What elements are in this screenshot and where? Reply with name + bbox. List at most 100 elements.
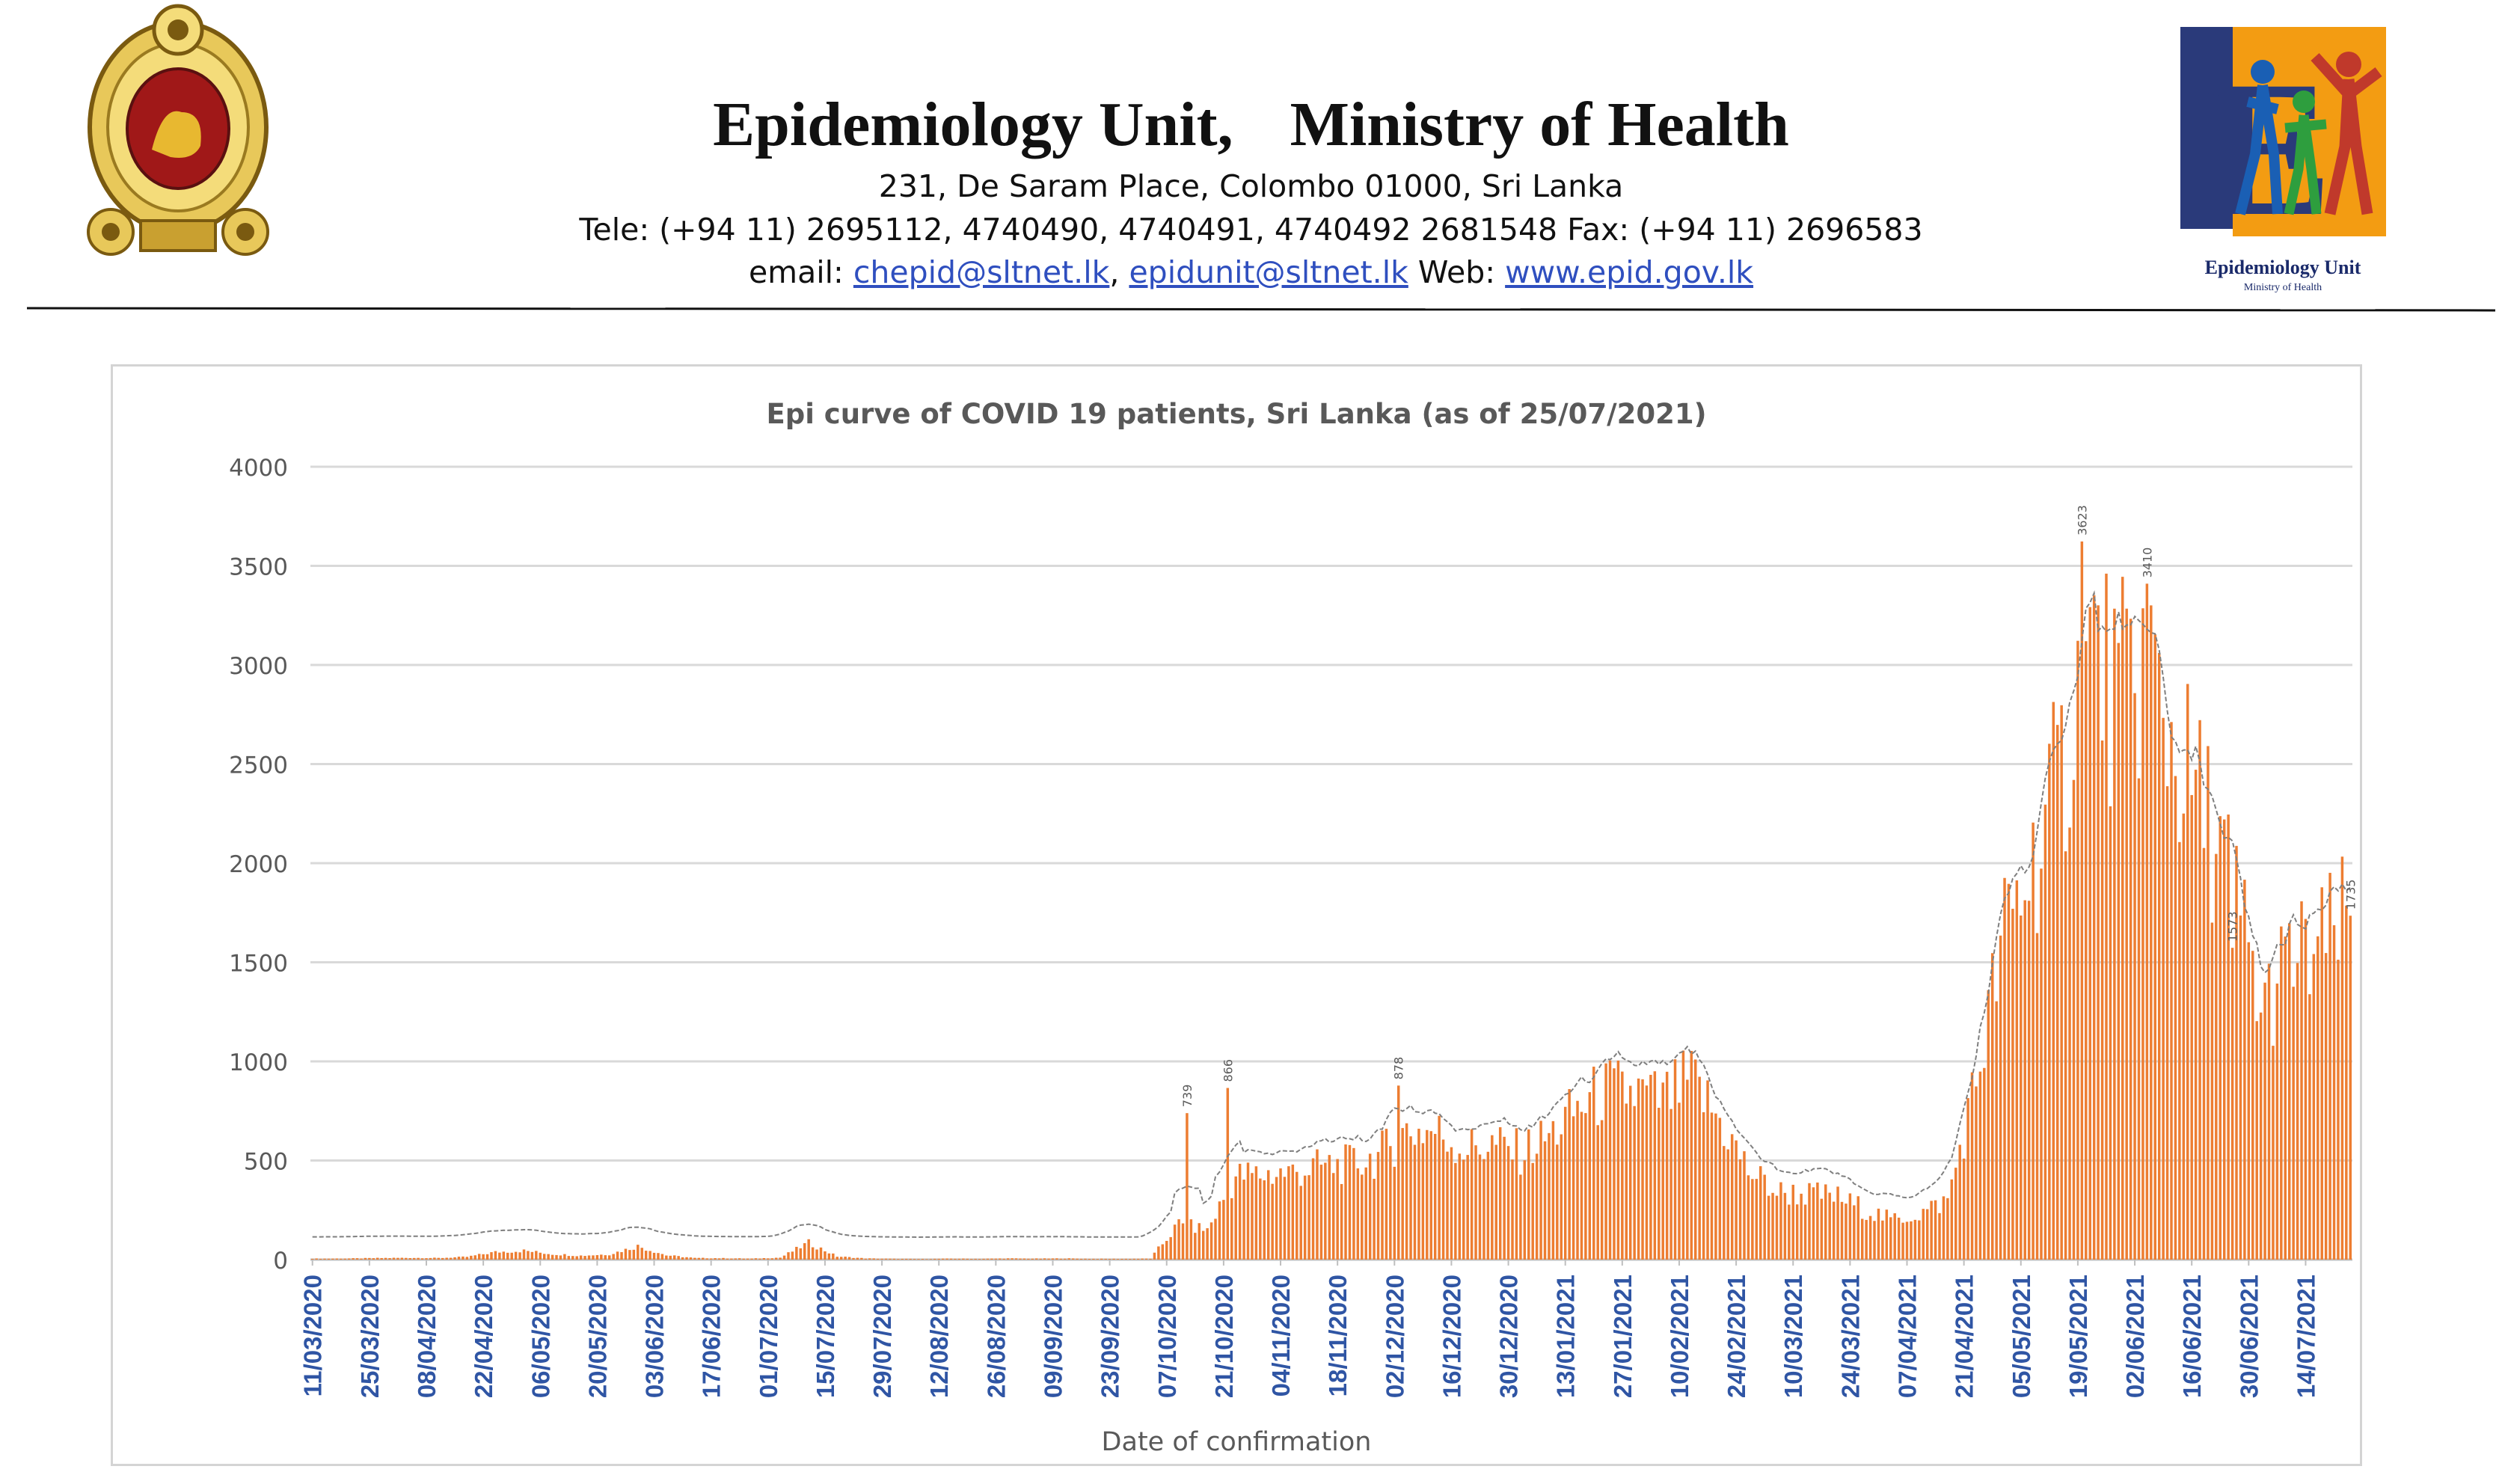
bar: [807, 1239, 810, 1260]
bar: [1608, 1060, 1612, 1260]
y-tick-label: 0: [273, 1248, 288, 1275]
bar: [2300, 901, 2303, 1260]
bar: [872, 1258, 875, 1260]
bar: [539, 1252, 542, 1260]
bar: [1413, 1144, 1417, 1260]
bar: [1978, 1071, 1982, 1260]
bar: [1743, 1151, 1746, 1260]
bar: [2308, 994, 2311, 1260]
x-tick-label: 04/11/2020: [1267, 1275, 1295, 1396]
bar: [774, 1257, 778, 1260]
trend-line: [312, 589, 2351, 1239]
bar: [563, 1254, 566, 1260]
y-tick-label: 2500: [229, 752, 288, 779]
bar: [1840, 1201, 1844, 1260]
x-axis-title: Date of confirmation: [1101, 1427, 1372, 1457]
bar: [2153, 634, 2156, 1260]
bar: [1576, 1100, 1579, 1260]
bar: [770, 1258, 773, 1260]
bar: [815, 1249, 818, 1260]
bar: [405, 1257, 408, 1260]
bar: [364, 1257, 367, 1260]
y-tick-label: 4000: [229, 455, 288, 482]
bar: [884, 1258, 888, 1260]
organization-title: Epidemiology Unit, Ministry of Health: [0, 88, 2502, 161]
bar: [957, 1258, 961, 1260]
bar: [799, 1248, 803, 1260]
bar: [889, 1258, 892, 1260]
bar: [1658, 1107, 1661, 1260]
bar: [844, 1257, 847, 1260]
bar: [462, 1256, 464, 1260]
x-tick-label: 26/08/2020: [982, 1275, 1010, 1398]
email-link-chepid[interactable]: chepid@sltnet.lk: [853, 254, 1110, 290]
x-tick-label: 23/09/2020: [1097, 1275, 1124, 1398]
email-link-epidunit[interactable]: epidunit@sltnet.lk: [1129, 254, 1408, 290]
data-label: 3410: [2140, 548, 2154, 578]
bar: [1112, 1258, 1115, 1260]
bar: [2170, 722, 2173, 1260]
bar: [969, 1259, 973, 1260]
bar: [1755, 1179, 1759, 1260]
chart-frame: [111, 364, 2362, 1466]
bar: [1600, 1120, 1604, 1260]
bar: [417, 1257, 420, 1260]
bar: [954, 1258, 957, 1260]
x-tick-label: 01/07/2020: [755, 1275, 782, 1398]
bar: [999, 1258, 1002, 1260]
bar: [1067, 1258, 1070, 1260]
bar: [1356, 1168, 1360, 1260]
x-tick-label: 06/05/2020: [527, 1275, 554, 1398]
y-tick-label: 1500: [229, 951, 288, 978]
bar: [2092, 595, 2096, 1260]
bar: [990, 1258, 993, 1260]
bar: [652, 1252, 656, 1260]
bar: [909, 1258, 912, 1260]
x-tick-label: 09/09/2020: [1039, 1275, 1067, 1398]
bar: [827, 1253, 831, 1260]
bar: [709, 1258, 713, 1260]
bar: [1783, 1192, 1787, 1260]
bar: [726, 1258, 729, 1260]
bar: [1828, 1192, 1831, 1260]
bar: [2085, 641, 2088, 1260]
bar: [1539, 1120, 1542, 1260]
bar: [2194, 770, 2198, 1260]
bar: [2215, 853, 2218, 1260]
bar: [408, 1257, 411, 1260]
bar: [1563, 1106, 1567, 1260]
bar: [587, 1255, 591, 1260]
x-tick-label: 29/07/2020: [868, 1275, 896, 1398]
bar: [1299, 1186, 1302, 1260]
bar: [2003, 877, 2006, 1260]
bar: [689, 1257, 693, 1260]
bar: [315, 1258, 318, 1260]
bar: [795, 1246, 798, 1260]
bar: [1242, 1180, 1245, 1260]
bar: [974, 1258, 977, 1260]
bar: [779, 1257, 782, 1260]
bar: [1385, 1129, 1388, 1260]
bar: [681, 1257, 684, 1260]
bar: [396, 1257, 399, 1260]
bar: [868, 1258, 871, 1260]
bar: [1958, 1144, 1961, 1260]
bar: [637, 1245, 640, 1260]
letterhead: Epidemiology Unit, Ministry of Health 231…: [0, 0, 2502, 322]
bar: [1678, 1103, 1681, 1260]
web-link[interactable]: www.epid.gov.lk: [1505, 254, 1754, 290]
bar: [1669, 1109, 1672, 1260]
bar: [1506, 1146, 1510, 1260]
bar: [742, 1258, 745, 1260]
bar: [1324, 1162, 1327, 1260]
bar: [1730, 1134, 1734, 1260]
bar: [1698, 1076, 1701, 1260]
bar: [2328, 872, 2331, 1260]
bar: [1039, 1258, 1042, 1260]
bar: [1173, 1224, 1177, 1260]
bar: [1999, 935, 2002, 1260]
bar: [1714, 1113, 1717, 1260]
bar: [555, 1254, 558, 1260]
bar: [2349, 916, 2352, 1260]
